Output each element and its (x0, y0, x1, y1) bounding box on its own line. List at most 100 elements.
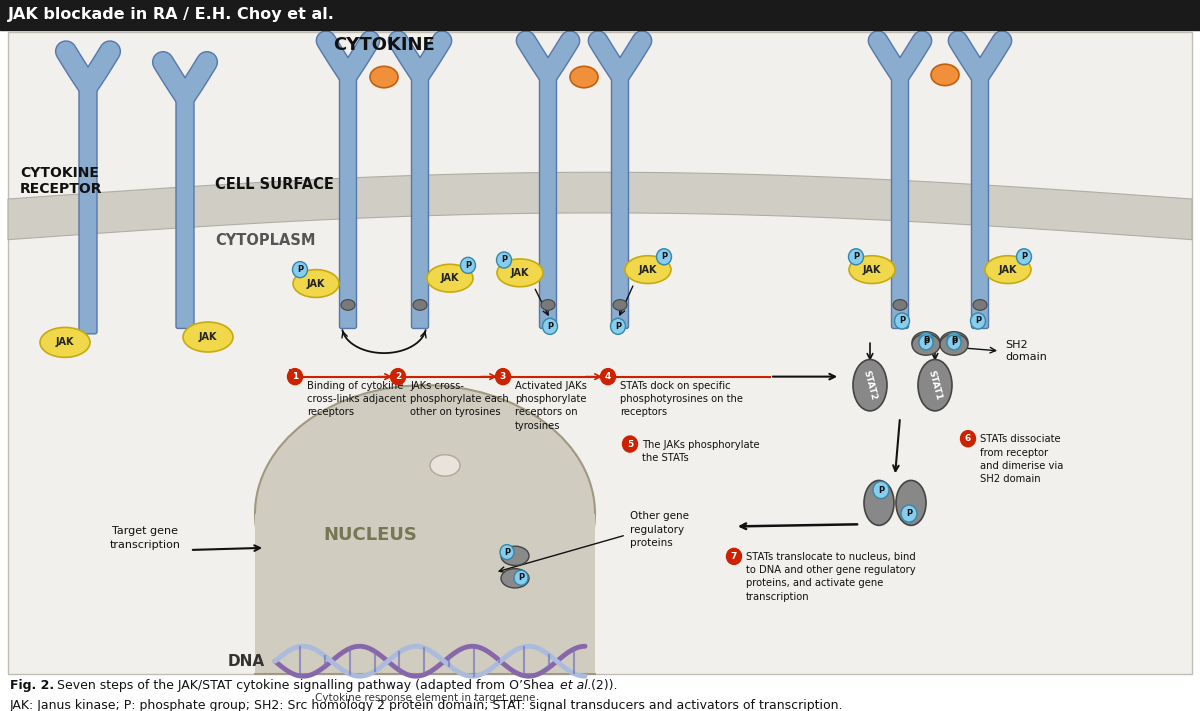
Text: 5: 5 (626, 439, 634, 449)
Ellipse shape (413, 299, 427, 310)
Ellipse shape (427, 264, 473, 292)
Circle shape (288, 368, 302, 385)
Text: P: P (899, 316, 905, 326)
Ellipse shape (341, 299, 355, 310)
Circle shape (960, 431, 976, 447)
Text: CELL SURFACE: CELL SURFACE (215, 176, 334, 191)
FancyBboxPatch shape (892, 68, 908, 328)
Text: DNA: DNA (228, 653, 265, 669)
Text: P: P (1021, 252, 1027, 261)
Circle shape (919, 333, 934, 348)
Text: P: P (923, 336, 929, 345)
Text: STATs translocate to nucleus, bind
to DNA and other gene regulatory
proteins, an: STATs translocate to nucleus, bind to DN… (746, 552, 916, 602)
Text: 2: 2 (395, 372, 401, 381)
Circle shape (293, 262, 307, 278)
Text: JAKs cross-
phosphorylate each
other on tyrosines: JAKs cross- phosphorylate each other on … (410, 381, 509, 417)
Text: JAK blockade in RA / E.H. Choy et al.: JAK blockade in RA / E.H. Choy et al. (8, 8, 335, 23)
Text: P: P (547, 322, 553, 331)
Ellipse shape (940, 334, 968, 356)
Text: Binding of cytokine
cross-links adjacent
receptors: Binding of cytokine cross-links adjacent… (307, 381, 406, 417)
Polygon shape (8, 172, 1192, 240)
Ellipse shape (893, 299, 907, 310)
Text: CYTOKINE
RECEPTOR: CYTOKINE RECEPTOR (20, 166, 102, 196)
Circle shape (514, 570, 528, 585)
FancyBboxPatch shape (412, 68, 428, 328)
Text: P: P (518, 573, 524, 582)
Text: Activated JAKs
phosphorylate
receptors on
tyrosines: Activated JAKs phosphorylate receptors o… (515, 381, 587, 430)
Text: 3: 3 (500, 372, 506, 381)
Text: JAK: Janus kinase; P: phosphate group; SH2: Src homology 2 protein domain; STAT:: JAK: Janus kinase; P: phosphate group; S… (10, 699, 844, 711)
Ellipse shape (850, 256, 895, 284)
Ellipse shape (541, 299, 554, 310)
Text: Seven steps of the JAK/STAT cytokine signalling pathway (adapted from O’Shea: Seven steps of the JAK/STAT cytokine sig… (53, 680, 558, 693)
Bar (256, 513, 595, 674)
Text: CYTOPLASM: CYTOPLASM (215, 233, 316, 248)
Text: P: P (504, 547, 510, 557)
Ellipse shape (293, 269, 340, 297)
Text: NUCLEUS: NUCLEUS (323, 526, 416, 544)
Text: Cytokine response element in target gene: Cytokine response element in target gene (314, 693, 535, 703)
Circle shape (901, 505, 917, 522)
FancyBboxPatch shape (176, 89, 194, 328)
Text: P: P (853, 252, 859, 261)
Ellipse shape (497, 259, 542, 287)
Text: JAK: JAK (511, 268, 529, 278)
Circle shape (623, 436, 637, 452)
Text: P: P (500, 255, 508, 264)
Circle shape (497, 252, 511, 268)
Ellipse shape (502, 546, 529, 565)
FancyBboxPatch shape (540, 68, 557, 328)
Text: P: P (923, 338, 929, 347)
Text: 4: 4 (605, 372, 611, 381)
Text: 1: 1 (292, 372, 298, 381)
Text: SH2
domain: SH2 domain (1006, 340, 1046, 362)
Circle shape (1016, 249, 1032, 264)
Circle shape (947, 335, 961, 350)
Text: JAK: JAK (638, 264, 658, 274)
FancyBboxPatch shape (972, 68, 989, 328)
Text: JAK: JAK (440, 273, 460, 283)
Text: Fig. 2.: Fig. 2. (10, 680, 54, 693)
Text: Target gene
transcription: Target gene transcription (109, 526, 180, 550)
Ellipse shape (625, 256, 671, 284)
Ellipse shape (912, 332, 940, 353)
Text: P: P (614, 322, 622, 331)
Ellipse shape (613, 299, 628, 310)
Circle shape (461, 257, 475, 273)
Ellipse shape (853, 360, 887, 411)
Circle shape (894, 313, 910, 329)
Text: JAK: JAK (863, 264, 881, 274)
Text: 7: 7 (731, 552, 737, 561)
Circle shape (848, 249, 864, 264)
Circle shape (656, 249, 672, 264)
Text: P: P (464, 261, 472, 270)
Ellipse shape (40, 327, 90, 358)
Text: STAT1: STAT1 (926, 369, 943, 401)
FancyBboxPatch shape (79, 78, 97, 334)
Text: JAK: JAK (55, 338, 74, 348)
Circle shape (500, 545, 514, 560)
Ellipse shape (985, 256, 1031, 284)
Text: P: P (661, 252, 667, 261)
Text: JAK: JAK (199, 332, 217, 342)
Circle shape (600, 368, 616, 385)
Text: P: P (878, 486, 884, 495)
Ellipse shape (973, 299, 986, 310)
Circle shape (971, 313, 985, 329)
Text: P: P (974, 316, 982, 326)
Ellipse shape (896, 481, 926, 525)
Ellipse shape (502, 569, 529, 588)
Text: JAK: JAK (307, 279, 325, 289)
Text: STATs dissociate
from receptor
and dimerise via
SH2 domain: STATs dissociate from receptor and dimer… (980, 434, 1063, 484)
Circle shape (496, 368, 510, 385)
Ellipse shape (430, 455, 460, 476)
Ellipse shape (940, 332, 968, 353)
Ellipse shape (570, 66, 598, 87)
Text: Other gene
regulatory
proteins: Other gene regulatory proteins (630, 511, 689, 548)
Ellipse shape (931, 64, 959, 85)
Text: The JAKs phosphorylate
the STATs: The JAKs phosphorylate the STATs (642, 439, 760, 463)
Circle shape (726, 548, 742, 565)
Text: 6: 6 (965, 434, 971, 443)
FancyBboxPatch shape (340, 68, 356, 328)
Circle shape (874, 481, 889, 498)
